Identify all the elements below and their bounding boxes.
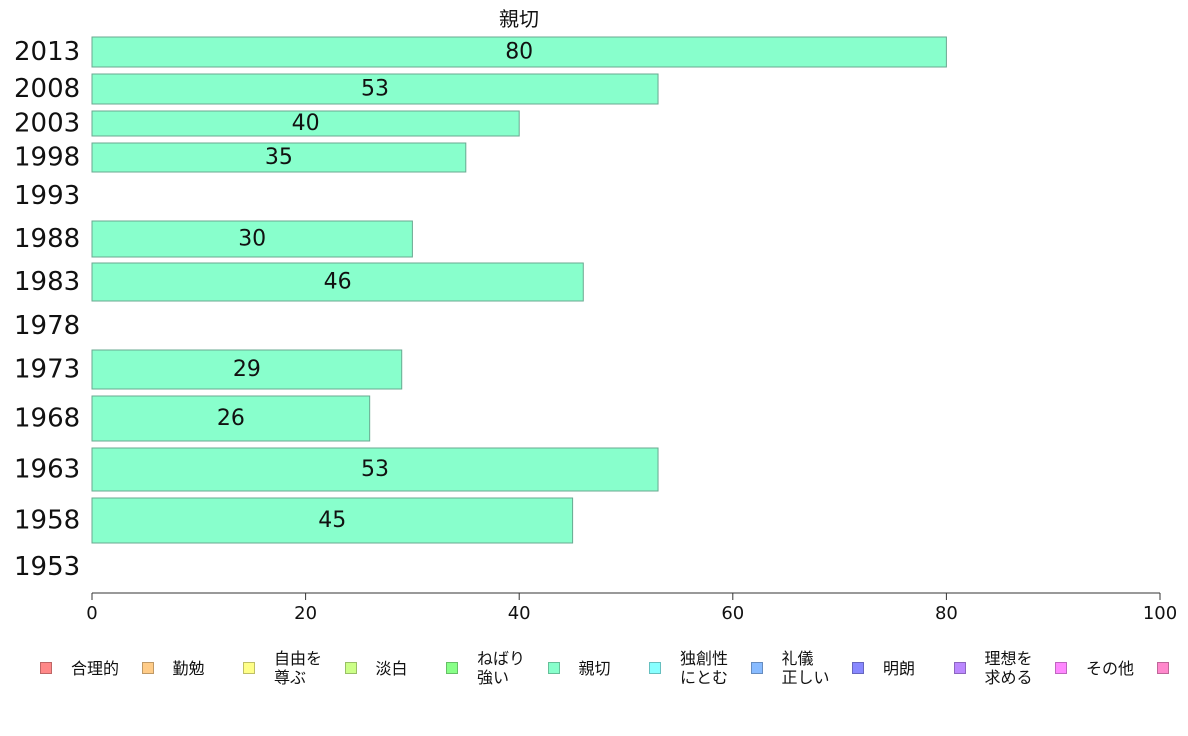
legend-item: 明朗 bbox=[852, 646, 915, 690]
y-tick-label: 2008 bbox=[14, 74, 80, 104]
y-tick-label: 1993 bbox=[14, 181, 80, 211]
data-label: 53 bbox=[361, 77, 389, 102]
x-axis: 0 20 40 60 80 100 bbox=[86, 592, 1177, 624]
x-tick-label: 80 bbox=[935, 603, 958, 624]
legend-label: 合理的 bbox=[71, 658, 120, 678]
legend-swatch bbox=[547, 662, 560, 674]
bar bbox=[91, 73, 659, 105]
legend-swatch bbox=[40, 662, 52, 674]
legend-label: 礼儀 正しい bbox=[781, 649, 830, 687]
legend-item: 独創性 にとむ bbox=[649, 646, 728, 690]
legend-swatch bbox=[953, 662, 966, 674]
chart-title: 親切 bbox=[499, 7, 539, 31]
bar bbox=[91, 497, 574, 544]
bar bbox=[91, 220, 413, 258]
y-tick-label: 1953 bbox=[14, 552, 80, 582]
legend-item: D bbox=[1156, 646, 1188, 690]
legend-swatch bbox=[750, 662, 763, 674]
y-tick-label: 1968 bbox=[14, 404, 80, 434]
y-tick-label: 1973 bbox=[14, 355, 80, 385]
data-label: 80 bbox=[505, 40, 533, 65]
legend-item: 理想を 求める bbox=[953, 646, 1033, 690]
legend-swatch bbox=[243, 662, 255, 674]
legend-item: ねばり 強い bbox=[446, 646, 525, 690]
legend-item: 親切 bbox=[547, 646, 611, 690]
legend-label: ねばり 強い bbox=[477, 649, 526, 687]
bar bbox=[91, 349, 403, 390]
bar bbox=[91, 142, 467, 173]
legend-label: その他 bbox=[1086, 658, 1135, 678]
legend-item: 礼儀 正しい bbox=[750, 646, 830, 690]
legend-item: 勤勉 bbox=[141, 646, 205, 690]
legend-label: 自由を 尊ぶ bbox=[274, 649, 323, 687]
data-label: 35 bbox=[265, 145, 293, 170]
data-label: 29 bbox=[233, 357, 261, 382]
bar bbox=[91, 395, 371, 442]
y-tick-label: 1983 bbox=[14, 267, 80, 297]
y-tick-label: 1963 bbox=[14, 455, 80, 485]
legend-swatch bbox=[852, 662, 864, 674]
x-tick-label: 0 bbox=[86, 603, 97, 624]
legend-label: 独創性 にとむ bbox=[680, 649, 729, 687]
legend-swatch bbox=[446, 662, 458, 674]
y-tick-label: 1998 bbox=[14, 143, 80, 173]
bars-group: 80 53 40 35 30 46 29 26 53 45 bbox=[91, 36, 947, 544]
legend-swatch bbox=[141, 662, 154, 674]
legend-label: 淡白 bbox=[375, 658, 408, 678]
bar bbox=[91, 262, 584, 302]
bar-chart: 親切 80 53 40 35 30 46 29 26 53 45 2013 2008 2003 1998… bbox=[14, 7, 1177, 624]
legend-swatch bbox=[344, 662, 357, 674]
legend-label: 勤勉 bbox=[172, 658, 205, 678]
data-label: 46 bbox=[324, 270, 352, 295]
legend-label: 明朗 bbox=[883, 658, 916, 678]
data-label: 26 bbox=[217, 406, 245, 431]
legend-swatch bbox=[1156, 662, 1169, 674]
y-tick-label: 1988 bbox=[14, 224, 80, 254]
x-tick-label: 20 bbox=[294, 603, 317, 624]
bar bbox=[91, 447, 659, 492]
y-tick-labels: 2013 2008 2003 1998 1993 1988 1983 1978 1973 1968… bbox=[14, 37, 80, 582]
legend-item: 合理的 bbox=[40, 646, 119, 690]
y-tick-label: 2013 bbox=[14, 37, 80, 67]
data-label: 53 bbox=[361, 457, 389, 482]
y-tick-label: 2003 bbox=[14, 109, 80, 139]
x-tick-label: 40 bbox=[508, 603, 531, 624]
legend-item: 自由を 尊ぶ bbox=[243, 646, 322, 690]
legend: 合理的 勤勉 自由を 尊ぶ 淡白 ねばり 強い 親切 独創性 にとむ 礼儀 正しい 明朗 理想を … bbox=[40, 646, 1188, 690]
data-label: 40 bbox=[292, 111, 320, 136]
legend-item: その他 bbox=[1055, 646, 1134, 690]
y-tick-label: 1958 bbox=[14, 506, 80, 536]
x-tick-label: 60 bbox=[721, 603, 744, 624]
y-tick-label: 1978 bbox=[14, 311, 80, 341]
legend-swatch bbox=[649, 662, 661, 674]
legend-label: 親切 bbox=[578, 658, 611, 678]
bar bbox=[91, 36, 947, 68]
data-label: 45 bbox=[318, 508, 346, 533]
x-tick-label: 100 bbox=[1143, 603, 1177, 624]
data-label: 30 bbox=[238, 227, 266, 252]
legend-label: 理想を 求める bbox=[984, 649, 1033, 687]
legend-item: 淡白 bbox=[344, 646, 408, 690]
legend-swatch bbox=[1055, 662, 1067, 674]
bar bbox=[91, 110, 520, 137]
